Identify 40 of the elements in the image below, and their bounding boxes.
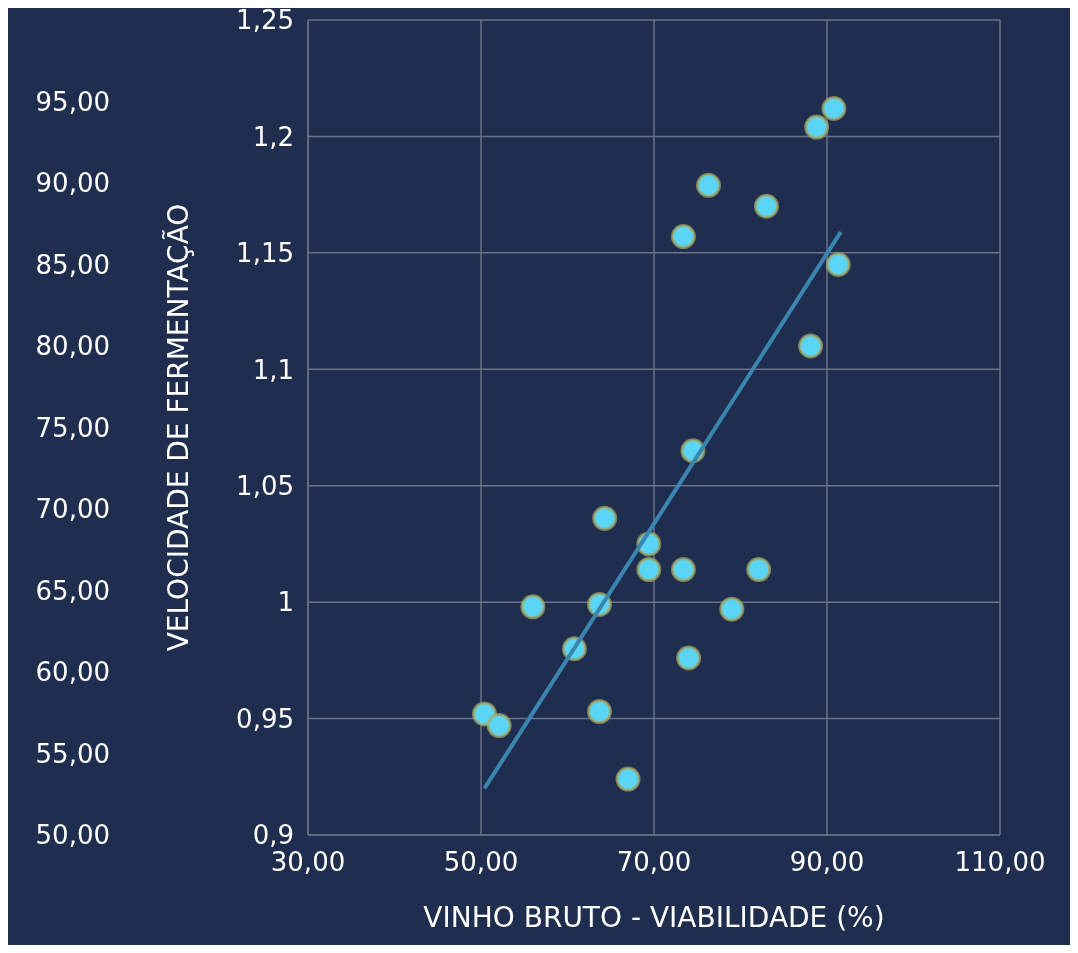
point bbox=[804, 114, 830, 140]
point bbox=[592, 505, 618, 531]
x-tick-label: 110,00 bbox=[954, 847, 1046, 878]
y-tick-label: 1,2 bbox=[252, 121, 294, 152]
point bbox=[719, 596, 745, 622]
y2-tick-label: 65,00 bbox=[35, 575, 110, 606]
y2-tick-label: 60,00 bbox=[35, 657, 110, 688]
x-tick-label: 50,00 bbox=[443, 847, 519, 878]
x-axis-title: VINHO BRUTO - VIABILIDADE (%) bbox=[423, 901, 885, 934]
y2-tick-label: 95,00 bbox=[35, 86, 110, 117]
point bbox=[825, 252, 851, 277]
point bbox=[670, 224, 696, 250]
point bbox=[636, 557, 662, 583]
y-tick-label: 0,95 bbox=[236, 703, 294, 734]
point bbox=[670, 557, 696, 583]
point bbox=[587, 699, 613, 725]
y2-tick-label: 50,00 bbox=[35, 820, 110, 851]
x-tick-label: 70,00 bbox=[616, 847, 692, 878]
point bbox=[753, 193, 779, 219]
y-tick-label: 1 bbox=[277, 587, 294, 618]
x-tick-label: 90,00 bbox=[789, 847, 865, 878]
point bbox=[676, 645, 702, 671]
y-axis-title: VELOCIDADE DE FERMENTAÇÃO bbox=[161, 203, 195, 652]
point bbox=[696, 172, 721, 198]
y2-tick-label: 55,00 bbox=[35, 738, 110, 769]
point bbox=[746, 557, 772, 583]
point bbox=[798, 333, 824, 359]
point bbox=[615, 766, 641, 792]
y-tick-label: 1,15 bbox=[236, 238, 294, 269]
y-tick-label: 1,25 bbox=[236, 5, 294, 36]
point bbox=[821, 95, 847, 121]
y-tick-label: 1,05 bbox=[236, 470, 294, 501]
y-tick-label: 1,1 bbox=[252, 354, 294, 385]
point bbox=[486, 713, 512, 739]
y2-tick-label: 70,00 bbox=[35, 494, 110, 525]
y2-tick-label: 90,00 bbox=[35, 168, 110, 199]
y2-tick-label: 80,00 bbox=[35, 331, 110, 362]
point bbox=[520, 594, 546, 620]
y2-tick-label: 85,00 bbox=[35, 249, 110, 280]
y2-tick-label: 75,00 bbox=[35, 412, 110, 443]
